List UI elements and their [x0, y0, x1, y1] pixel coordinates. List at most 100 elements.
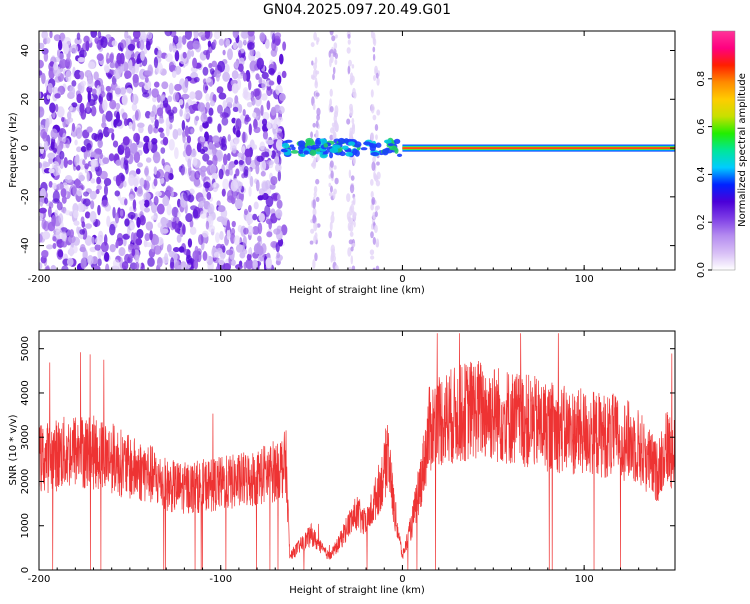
noise-blob	[61, 116, 65, 123]
noise-blob	[261, 118, 268, 126]
y-tick-label: 1000	[20, 513, 31, 538]
noise-streak	[329, 31, 334, 36]
noise-blob	[87, 254, 94, 265]
noise-blob	[81, 221, 86, 228]
noise-blob	[52, 164, 59, 177]
noise-streak	[374, 123, 379, 131]
noise-blob	[139, 177, 145, 187]
colorbar-tick-label: 0.8	[696, 71, 707, 87]
noise-blob	[56, 106, 65, 118]
noise-blob	[84, 235, 93, 246]
noise-blob	[209, 100, 215, 107]
noise-blob	[167, 95, 173, 103]
noise-blob	[109, 243, 116, 253]
noise-streak	[374, 211, 378, 218]
noise-blob	[39, 70, 43, 76]
noise-blob	[205, 220, 210, 230]
noise-blob	[86, 142, 92, 151]
noise-streak	[312, 214, 316, 224]
noise-blob	[257, 222, 263, 235]
noise-blob	[195, 115, 200, 122]
noise-blob	[256, 155, 264, 162]
colorbar: 0.0 0.2 0.4 0.6 0.8 Normalized spectral ampl…	[696, 30, 748, 278]
noise-blob	[136, 58, 140, 65]
noise-blob	[174, 83, 182, 92]
noise-blob	[63, 37, 72, 46]
noise-blob	[118, 247, 126, 257]
heatmap-frame	[38, 30, 676, 271]
noise-blob	[258, 78, 262, 85]
noise-blob	[153, 195, 159, 206]
noise-blob	[116, 52, 122, 65]
noise-blob	[96, 84, 101, 96]
noise-blob	[264, 38, 270, 49]
noise-streak	[370, 203, 374, 211]
noise-blob	[275, 84, 283, 96]
noise-blob	[229, 169, 233, 176]
noise-blob	[68, 246, 74, 257]
noise-blob	[238, 103, 243, 114]
noise-blob	[50, 264, 57, 270]
noise-blob	[166, 243, 172, 253]
noise-blob	[261, 71, 269, 80]
noise-blob	[237, 152, 243, 158]
noise-blob	[261, 93, 268, 101]
noise-blob	[207, 203, 215, 215]
noise-blob	[90, 200, 95, 210]
noise-streak	[315, 92, 320, 97]
noise-streak	[312, 103, 316, 111]
noise-streak	[312, 68, 318, 78]
noise-blob	[277, 116, 284, 123]
noise-blob	[208, 63, 213, 69]
noise-blob	[278, 93, 286, 101]
noise-blob	[78, 174, 85, 182]
noise-blob	[156, 169, 165, 179]
noise-streak	[375, 265, 380, 270]
noise-blob	[86, 101, 91, 113]
noise-blob	[48, 180, 53, 188]
noise-blob	[261, 243, 267, 254]
noise-blob	[252, 112, 257, 118]
noise-blob	[172, 128, 179, 140]
noise-blob	[172, 216, 180, 226]
noise-blob	[221, 188, 226, 197]
noise-blob	[270, 150, 277, 160]
noise-streak	[309, 240, 314, 245]
noise-blob	[94, 166, 100, 172]
noise-blob	[145, 157, 152, 163]
noise-blob	[242, 131, 246, 144]
noise-streak	[347, 39, 351, 45]
y-tick-label: -20	[20, 189, 31, 205]
noise-blob	[84, 211, 91, 219]
noise-blob	[97, 258, 102, 267]
noise-blob	[52, 235, 57, 242]
noise-blob	[258, 212, 266, 223]
noise-blob	[199, 200, 205, 207]
noise-blob	[103, 251, 110, 262]
onset-blob	[369, 144, 376, 152]
noise-blob	[67, 235, 76, 244]
noise-blob	[209, 164, 217, 175]
noise-blob	[185, 213, 193, 223]
noise-blob	[275, 209, 283, 219]
onset-blob	[353, 141, 362, 148]
noise-streak	[348, 59, 352, 67]
noise-blob	[245, 114, 250, 120]
noise-streak	[370, 255, 375, 260]
noise-blob	[95, 188, 100, 195]
noise-blob	[255, 163, 260, 175]
noise-blob	[266, 160, 275, 166]
noise-blob	[212, 135, 220, 143]
noise-streak	[316, 39, 319, 45]
noise-blob	[168, 138, 175, 151]
noise-blob	[206, 191, 212, 200]
noise-streak	[372, 46, 376, 53]
noise-blob	[80, 244, 86, 252]
noise-blob	[69, 184, 77, 196]
noise-blob	[248, 247, 252, 255]
noise-blob	[247, 167, 252, 180]
noise-blob	[139, 214, 146, 226]
noise-blob	[45, 265, 50, 270]
